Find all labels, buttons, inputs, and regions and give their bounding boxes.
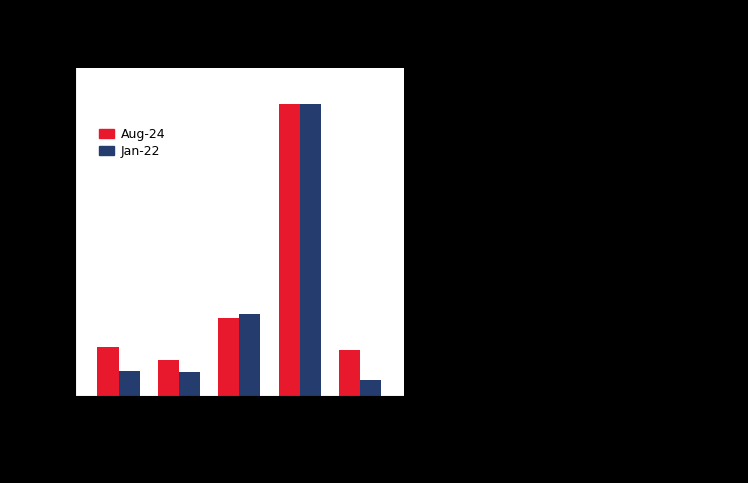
Text: %: % xyxy=(88,51,99,64)
Bar xyxy=(300,104,321,396)
Text: Sources: Scotiabank Economics, Statistics Canada.: Sources: Scotiabank Economics, Statistic… xyxy=(82,469,382,482)
Legend: Aug-24, Jan-22: Aug-24, Jan-22 xyxy=(94,123,170,163)
Bar xyxy=(97,347,119,396)
Bar xyxy=(119,370,140,396)
Bar xyxy=(339,350,360,396)
Bar xyxy=(179,372,200,396)
Text: Weighted Contributions to the
Canadian Unemployment Rate: Weighted Contributions to the Canadian U… xyxy=(88,22,373,60)
Bar xyxy=(218,318,239,396)
Bar xyxy=(360,380,381,396)
Bar xyxy=(158,359,179,396)
Bar xyxy=(239,314,260,396)
Bar xyxy=(278,104,300,396)
